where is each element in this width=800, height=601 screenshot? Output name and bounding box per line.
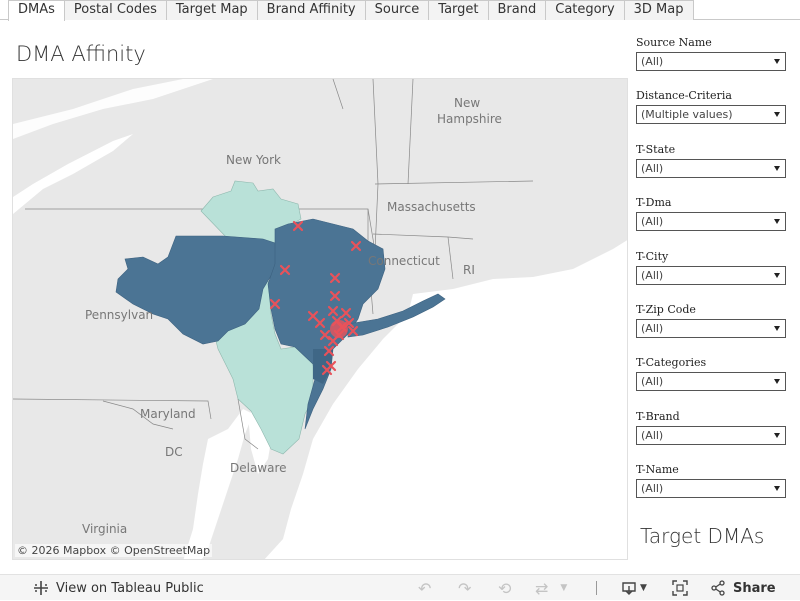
share-button[interactable]: Share (710, 575, 776, 601)
label-new-hampshire: New (454, 96, 481, 110)
caret-down-icon (774, 486, 780, 491)
dropdown-value: (All) (641, 322, 664, 335)
share-label: Share (733, 580, 776, 596)
toolbar-divider (596, 581, 597, 595)
map-attribution[interactable]: © 2026 Mapbox © OpenStreetMap (15, 544, 213, 557)
filter-t-categories: T-Categories (All) (636, 356, 788, 391)
tab-bar: DMAs Postal Codes Target Map Brand Affin… (0, 0, 800, 21)
tab-brand[interactable]: Brand (487, 0, 547, 20)
dropdown-value: (All) (641, 375, 664, 388)
view-on-tableau-public-label: View on Tableau Public (56, 580, 204, 596)
t-state-dropdown[interactable]: (All) (636, 159, 786, 178)
filter-t-name: T-Name (All) (636, 463, 788, 498)
redo-button[interactable]: ↷ (458, 575, 471, 601)
target-dmas-title: Target DMAs (640, 524, 765, 548)
caret-down-icon (774, 433, 780, 438)
filter-distance-criteria: Distance-Criteria (Multiple values) (636, 89, 788, 124)
dropdown-value: (All) (641, 482, 664, 495)
dropdown-value: (All) (641, 162, 664, 175)
refresh-icon: ⇄ (535, 578, 549, 598)
view-on-tableau-public-link[interactable]: View on Tableau Public (32, 575, 204, 601)
filter-t-state: T-State (All) (636, 143, 788, 178)
lake-ontario (13, 79, 213, 139)
distance-criteria-dropdown[interactable]: (Multiple values) (636, 105, 786, 124)
label-massachusetts: Massachusetts (387, 200, 476, 214)
dropdown-value: (All) (641, 429, 664, 442)
filter-label: T-Zip Code (636, 303, 696, 316)
tab-brand-affinity[interactable]: Brand Affinity (256, 0, 366, 20)
label-delaware: Delaware (230, 461, 287, 475)
revert-button[interactable]: ⟲ (498, 575, 511, 601)
label-maryland: Maryland (140, 407, 196, 421)
label-connecticut: Connecticut (368, 254, 440, 268)
label-new-hampshire-2: Hampshire (437, 112, 502, 126)
filter-label: T-Name (636, 463, 679, 476)
filter-label: T-Dma (636, 196, 672, 209)
caret-down-icon (774, 379, 780, 384)
tab-dmas[interactable]: DMAs (8, 0, 65, 21)
dropdown-value: (All) (641, 269, 664, 282)
share-icon (711, 580, 725, 596)
page-title: DMA Affinity (16, 42, 146, 66)
filter-label: T-State (636, 143, 676, 156)
map-canvas (13, 79, 627, 559)
t-zip-code-dropdown[interactable]: (All) (636, 319, 786, 338)
tab-3d-map[interactable]: 3D Map (623, 0, 694, 20)
filter-label: Distance-Criteria (636, 89, 732, 102)
caret-down-icon (774, 273, 780, 278)
label-dc: DC (165, 445, 183, 459)
filter-t-city: T-City (All) (636, 250, 788, 285)
t-dma-dropdown[interactable]: (All) (636, 212, 786, 231)
filter-label: T-Categories (636, 356, 707, 369)
tableau-logo-icon (34, 581, 48, 595)
t-categories-dropdown[interactable]: (All) (636, 372, 786, 391)
caret-down-icon (774, 166, 780, 171)
t-name-dropdown[interactable]: (All) (636, 479, 786, 498)
caret-down-icon (774, 59, 780, 64)
dropdown-value: (Multiple values) (641, 108, 733, 121)
undo-icon: ↶ (418, 578, 432, 598)
refresh-button[interactable]: ⇄ ▼ (535, 575, 567, 601)
caret-down-icon (774, 326, 780, 331)
filter-label: Source Name (636, 36, 712, 49)
long-island (347, 293, 446, 338)
undo-button[interactable]: ↶ (418, 575, 431, 601)
filter-t-dma: T-Dma (All) (636, 196, 788, 231)
filter-t-zip-code: T-Zip Code (All) (636, 303, 788, 338)
label-pennsylvania: Pennsylvan (85, 308, 154, 322)
filter-label: T-Brand (636, 410, 680, 423)
label-virginia: Virginia (82, 522, 128, 536)
dropdown-value: (All) (641, 215, 664, 228)
tab-target[interactable]: Target (428, 0, 489, 20)
redo-icon: ↷ (458, 578, 472, 598)
bottom-toolbar: View on Tableau Public ↶ ↷ ⟲ ⇄ ▼ ▼ Share (0, 574, 800, 600)
filter-label: T-City (636, 250, 669, 263)
filter-source-name: Source Name (All) (636, 36, 788, 71)
t-city-dropdown[interactable]: (All) (636, 266, 786, 285)
tab-target-map[interactable]: Target Map (165, 0, 258, 20)
chevron-down-icon: ▼ (640, 583, 647, 593)
revert-icon: ⟲ (498, 578, 512, 598)
t-brand-dropdown[interactable]: (All) (636, 426, 786, 445)
dropdown-value: (All) (641, 55, 664, 68)
chevron-down-icon: ▼ (560, 583, 568, 593)
tab-source[interactable]: Source (364, 0, 430, 20)
caret-down-icon (774, 112, 780, 117)
dma-affinity-map[interactable]: New Hampshire New York Massachusetts Con… (12, 78, 628, 560)
fullscreen-button[interactable] (672, 575, 688, 601)
download-icon (622, 582, 636, 595)
tab-postal-codes[interactable]: Postal Codes (63, 0, 167, 20)
tab-category[interactable]: Category (545, 0, 625, 20)
download-button[interactable]: ▼ (621, 575, 647, 601)
label-new-york: New York (226, 153, 281, 167)
label-ri: RI (463, 263, 475, 277)
caret-down-icon (774, 219, 780, 224)
filter-t-brand: T-Brand (All) (636, 410, 788, 445)
atlantic-ocean (264, 240, 627, 559)
source-name-dropdown[interactable]: (All) (636, 52, 786, 71)
fullscreen-icon (672, 580, 688, 596)
